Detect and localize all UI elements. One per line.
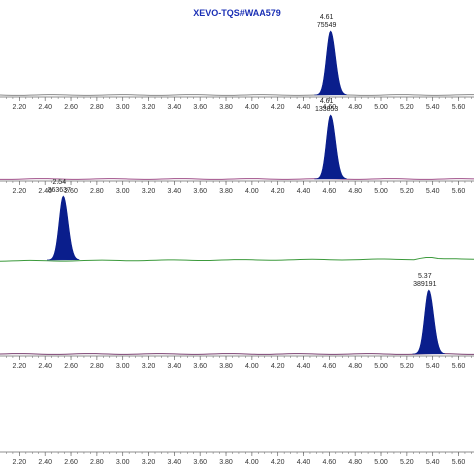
x-tick-label: 3.80 — [219, 459, 233, 466]
x-tick-label: 3.60 — [193, 188, 207, 195]
x-tick-label: 5.60 — [452, 363, 466, 370]
x-tick-label: 5.00 — [374, 363, 388, 370]
x-tick-label: 4.40 — [297, 104, 311, 111]
x-tick-label: 2.80 — [90, 188, 104, 195]
x-tick-label: 2.40 — [38, 363, 52, 370]
baseline-trace-1 — [0, 94, 474, 96]
x-tick-label: 3.80 — [219, 363, 233, 370]
x-tick-label: 5.20 — [400, 363, 414, 370]
x-tick-label: 4.00 — [245, 363, 259, 370]
peak-rt-label-3: 2.54 — [52, 179, 66, 186]
x-tick-label: 5.00 — [374, 188, 388, 195]
x-tick-label: 2.60 — [64, 104, 78, 111]
x-tick-label: 3.60 — [193, 363, 207, 370]
x-tick-label: 3.20 — [142, 188, 156, 195]
x-tick-label: 5.20 — [400, 459, 414, 466]
x-tick-label: 3.40 — [168, 104, 182, 111]
x-tick-label: 3.00 — [116, 188, 130, 195]
x-tick-label: 5.40 — [426, 363, 440, 370]
baseline-trace-2 — [0, 178, 474, 180]
x-tick-label: 3.00 — [116, 363, 130, 370]
x-tick-label: 5.60 — [452, 104, 466, 111]
x-tick-label: 3.40 — [168, 188, 182, 195]
x-tick-label: 4.60 — [323, 459, 337, 466]
x-tick-label: 5.20 — [400, 104, 414, 111]
peak-area-label-2: 133853 — [315, 106, 338, 113]
x-tick-label: 5.20 — [400, 188, 414, 195]
x-tick-label: 2.40 — [38, 459, 52, 466]
x-tick-label: 4.80 — [348, 188, 362, 195]
x-tick-label: 3.80 — [219, 188, 233, 195]
x-tick-label: 4.40 — [297, 459, 311, 466]
x-tick-label: 4.20 — [271, 188, 285, 195]
peak-3 — [46, 195, 80, 261]
x-tick-label: 3.60 — [193, 104, 207, 111]
x-tick-label: 4.80 — [348, 104, 362, 111]
x-tick-label: 3.20 — [142, 363, 156, 370]
x-tick-label: 4.60 — [323, 363, 337, 370]
x-tick-label: 5.40 — [426, 104, 440, 111]
x-tick-label: 2.60 — [64, 459, 78, 466]
peak-4 — [412, 289, 445, 355]
x-tick-label: 4.80 — [348, 363, 362, 370]
x-tick-label: 3.60 — [193, 459, 207, 466]
x-tick-label: 2.80 — [90, 363, 104, 370]
peak-area-label-1: 75549 — [317, 22, 337, 29]
x-tick-label: 2.20 — [13, 459, 27, 466]
x-tick-label: 4.20 — [271, 459, 285, 466]
baseline-trace-3 — [0, 256, 474, 262]
x-tick-label: 5.40 — [426, 188, 440, 195]
peak-rt-label-2: 4.61 — [320, 98, 334, 105]
peak-area-label-4: 389191 — [413, 281, 436, 288]
x-tick-label: 3.40 — [168, 459, 182, 466]
baseline-trace-4 — [0, 353, 474, 355]
x-tick-label: 5.40 — [426, 459, 440, 466]
x-tick-label: 4.00 — [245, 104, 259, 111]
x-tick-label: 5.00 — [374, 459, 388, 466]
x-tick-label: 3.40 — [168, 363, 182, 370]
x-tick-label: 2.80 — [90, 459, 104, 466]
peak-1 — [314, 30, 347, 96]
instrument-title: XEVO-TQS#WAA579 — [193, 8, 281, 18]
x-tick-label: 4.60 — [323, 104, 337, 111]
x-tick-label: 3.00 — [116, 459, 130, 466]
x-tick-label: 4.00 — [245, 188, 259, 195]
x-tick-label: 3.20 — [142, 104, 156, 111]
x-tick-label: 2.60 — [64, 188, 78, 195]
x-tick-label: 3.80 — [219, 104, 233, 111]
x-tick-label: 2.20 — [13, 104, 27, 111]
x-tick-label: 2.20 — [13, 188, 27, 195]
x-tick-label: 4.60 — [323, 188, 337, 195]
x-tick-label: 4.00 — [245, 459, 259, 466]
x-tick-label: 4.20 — [271, 104, 285, 111]
peak-rt-label-4: 5.37 — [418, 273, 432, 280]
x-tick-label: 3.20 — [142, 459, 156, 466]
x-tick-label: 2.40 — [38, 104, 52, 111]
x-tick-label: 2.80 — [90, 104, 104, 111]
x-tick-label: 4.40 — [297, 363, 311, 370]
x-tick-label: 4.20 — [271, 363, 285, 370]
x-tick-label: 4.80 — [348, 459, 362, 466]
x-tick-label: 5.60 — [452, 188, 466, 195]
x-tick-label: 5.60 — [452, 459, 466, 466]
x-tick-label: 3.00 — [116, 104, 130, 111]
x-tick-label: 2.20 — [13, 363, 27, 370]
peak-rt-label-1: 4.61 — [320, 14, 334, 21]
x-tick-label: 2.60 — [64, 363, 78, 370]
x-tick-label: 2.40 — [38, 188, 52, 195]
x-tick-label: 5.00 — [374, 104, 388, 111]
peak-area-label-3: 363637 — [48, 187, 71, 194]
x-tick-label: 4.40 — [297, 188, 311, 195]
peak-2 — [314, 114, 347, 180]
